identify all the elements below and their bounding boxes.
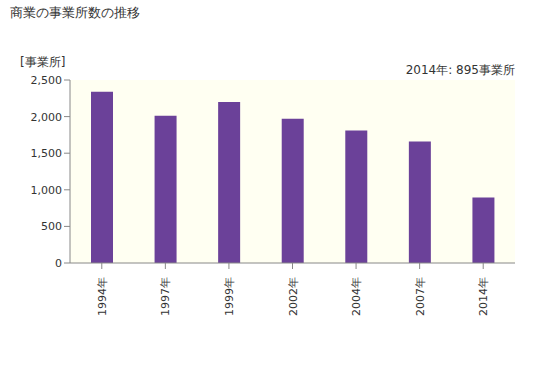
- svg-text:1999年: 1999年: [223, 277, 236, 316]
- svg-text:0: 0: [55, 257, 62, 270]
- svg-text:2,500: 2,500: [31, 74, 63, 87]
- svg-text:2,000: 2,000: [31, 111, 63, 124]
- svg-text:1,000: 1,000: [31, 184, 63, 197]
- html-text:商業の事業所数の推移: 商業の事業所数の推移: [10, 5, 140, 20]
- svg-text:2004年: 2004年: [350, 277, 363, 316]
- svg-text:500: 500: [41, 220, 62, 233]
- svg-text:2014年: 2014年: [477, 277, 490, 316]
- svg-text:2007年: 2007年: [414, 277, 427, 316]
- html-text:[事業所]: [事業所]: [20, 55, 66, 69]
- svg-text:1994年: 1994年: [96, 277, 109, 316]
- svg-text:2002年: 2002年: [287, 277, 300, 316]
- svg-text:1,500: 1,500: [31, 147, 63, 160]
- svg-text:1997年: 1997年: [159, 277, 172, 316]
- html-text:2014年: 895事業所: 2014年: 895事業所: [405, 63, 515, 77]
